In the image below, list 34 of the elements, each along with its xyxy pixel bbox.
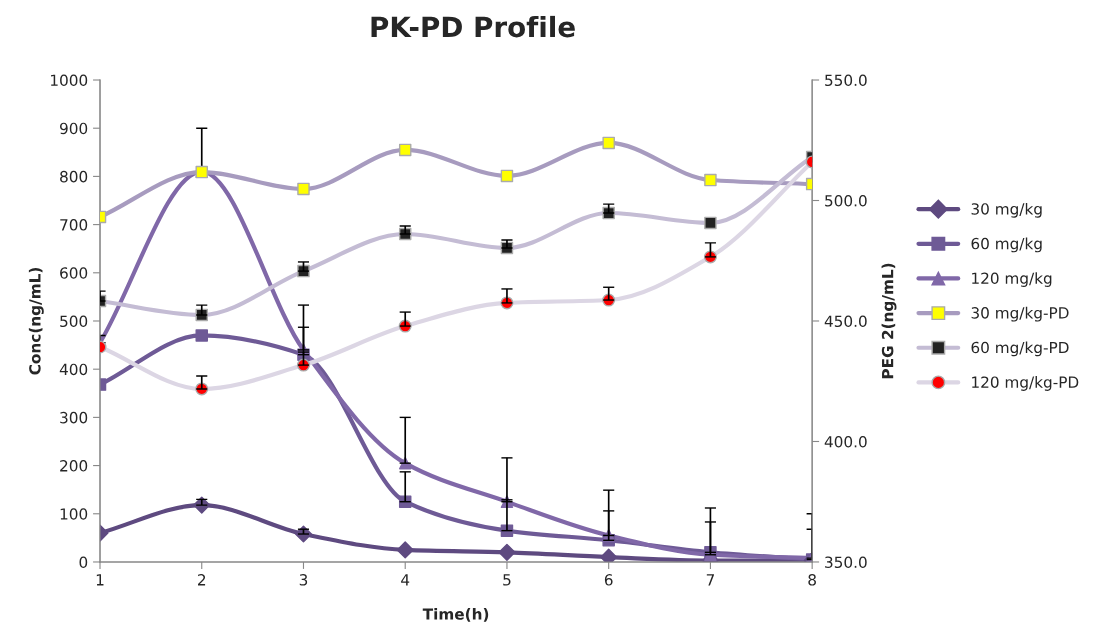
- y-tick-label: 800: [60, 170, 88, 183]
- y-tick-label: 900: [60, 122, 88, 135]
- chart-title: PK-PD Profile: [371, 15, 575, 38]
- x-axis-title: Time(h): [422, 608, 489, 622]
- x-tick-label: 3: [299, 574, 308, 586]
- y-tick-label: 400: [59, 363, 88, 376]
- x-tick-label: 5: [503, 574, 511, 586]
- legend-label: 30 mg/kg: [971, 202, 1042, 218]
- y-tick-label: 0: [79, 556, 88, 568]
- y-tick-label: 600: [60, 267, 88, 279]
- y2-tick-label: 400.0: [824, 435, 867, 448]
- y2-tick-label: 500.0: [825, 194, 867, 207]
- x-tick-label: 6: [604, 574, 613, 586]
- x-tick-label: 2: [198, 574, 206, 586]
- y-tick-label: 100: [60, 508, 88, 520]
- y2-axis-title: PEG 2(ng/mL): [881, 263, 897, 379]
- x-tick-label: 8: [808, 574, 816, 586]
- y-tick-label: 700: [60, 219, 88, 231]
- legend-label: 120 mg/kg-PD: [972, 376, 1079, 391]
- legend-label: 60 mg/kg-PD: [971, 341, 1069, 357]
- x-tick-label: 7: [706, 574, 714, 586]
- y2-tick-label: 450.0: [824, 315, 867, 328]
- x-tick-label: 1: [96, 574, 104, 586]
- legend-label: 120 mg/kg: [972, 272, 1052, 287]
- y2-tick-label: 350.0: [825, 556, 867, 568]
- y-tick-label: 1000: [51, 74, 88, 87]
- x-tick-label: 4: [401, 574, 410, 586]
- legend-label: 60 mg/kg: [971, 237, 1042, 253]
- y-tick-label: 200: [60, 460, 88, 472]
- y-tick-label: 300: [60, 411, 88, 424]
- y-axis-title: Conc(ng/mL): [28, 267, 44, 375]
- y2-tick-label: 550.0: [825, 74, 867, 87]
- y-tick-label: 500: [60, 315, 88, 328]
- legend-label: 30 mg/kg-PD: [971, 306, 1069, 322]
